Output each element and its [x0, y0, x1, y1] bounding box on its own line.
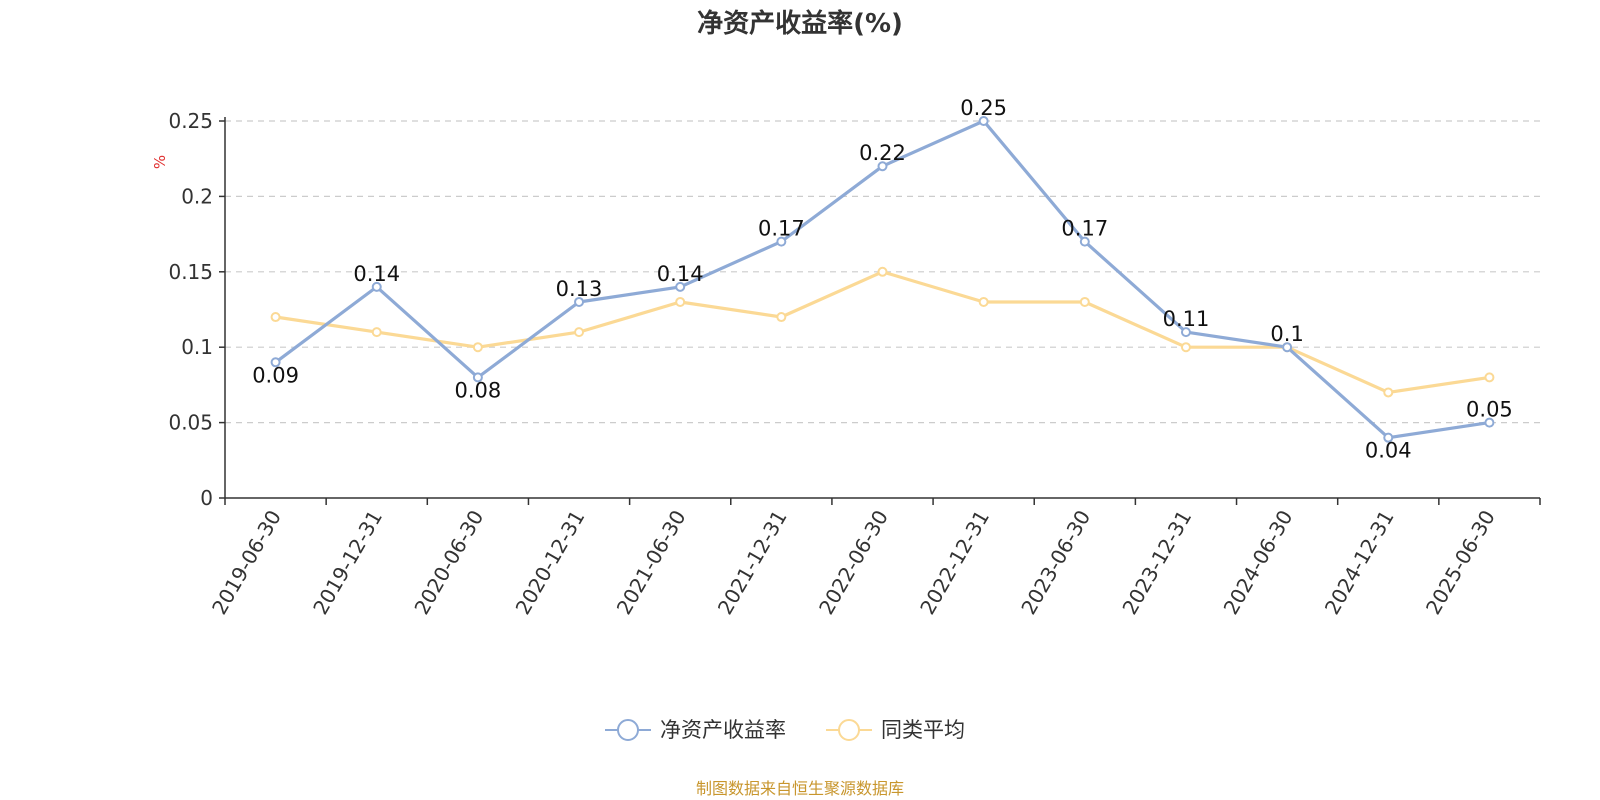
point-series-0[interactable]	[978, 116, 989, 126]
point-series-1[interactable]	[1484, 372, 1495, 383]
source-note: 制图数据来自恒生聚源数据库	[696, 779, 904, 798]
x-tick-label: 2019-12-31	[308, 506, 387, 619]
point-series-0[interactable]	[1282, 342, 1293, 353]
x-tick-label: 2021-12-31	[713, 506, 792, 619]
point-series-1[interactable]	[1079, 296, 1090, 307]
data-label: 0.1	[1270, 322, 1303, 346]
chart-title: 净资产收益率(%)	[697, 8, 903, 39]
x-tick-label: 2023-12-31	[1117, 506, 1196, 619]
point-series-0[interactable]	[574, 296, 585, 307]
y-tick-label: 0.1	[181, 335, 213, 359]
x-tick-label: 2024-12-31	[1320, 506, 1399, 619]
y-tick-label: 0.05	[168, 411, 213, 435]
data-label: 0.11	[1163, 307, 1210, 331]
y-tick-label: 0.2	[181, 184, 213, 208]
point-series-0[interactable]	[776, 236, 787, 247]
point-series-1[interactable]	[978, 296, 989, 307]
x-tick-label: 2022-12-31	[915, 506, 994, 619]
series-line-1	[275, 270, 1490, 394]
point-series-1[interactable]	[371, 327, 382, 338]
x-tick-label: 2024-06-30	[1219, 506, 1298, 619]
point-series-0[interactable]	[1180, 327, 1191, 338]
point-series-0[interactable]	[675, 281, 686, 292]
legend-label: 同类平均	[881, 718, 965, 742]
data-labels: 0.09 0.14 0.08 0.13 0.14 0.17 0.22 0.25 0.17 0.11…	[252, 96, 1513, 463]
point-series-0[interactable]	[472, 372, 483, 383]
y-tick-label: 0.15	[168, 260, 213, 284]
legend-marker	[617, 719, 639, 741]
point-series-1[interactable]	[472, 342, 483, 353]
point-series-0[interactable]	[877, 161, 888, 172]
y-tick-label: 0.25	[168, 109, 213, 133]
x-tick-label: 2023-06-30	[1016, 506, 1095, 619]
data-label: 0.14	[353, 262, 400, 286]
data-label: 0.05	[1466, 398, 1513, 422]
x-tick-label: 2020-06-30	[409, 506, 488, 619]
point-series-1[interactable]	[675, 296, 686, 307]
point-series-1[interactable]	[776, 312, 787, 323]
point-series-0[interactable]	[270, 357, 281, 368]
x-tick-label: 2021-06-30	[612, 506, 691, 619]
legend[interactable]: 净资产收益率 同类平均	[605, 718, 965, 742]
data-label: 0.13	[556, 277, 603, 301]
data-label: 0.09	[252, 363, 299, 387]
data-label: 0.17	[1061, 217, 1108, 241]
x-tick-label: 2022-06-30	[814, 506, 893, 619]
x-tick-label: 2020-12-31	[511, 506, 590, 619]
point-series-0[interactable]	[371, 281, 382, 292]
point-series-1[interactable]	[270, 312, 281, 323]
point-series-0[interactable]	[1383, 432, 1394, 443]
x-tick-label: 2025-06-30	[1421, 506, 1500, 619]
y-tick-label: 0	[200, 486, 213, 510]
legend-label: 净资产收益率	[660, 718, 786, 742]
data-label: 0.22	[859, 141, 906, 165]
data-label: 0.17	[758, 217, 805, 241]
point-series-1[interactable]	[877, 266, 888, 277]
legend-item-0[interactable]: 净资产收益率	[605, 718, 786, 742]
data-label: 0.04	[1365, 439, 1412, 463]
point-series-1[interactable]	[1383, 387, 1394, 398]
data-label: 0.08	[455, 378, 502, 402]
point-series-0[interactable]	[1079, 236, 1090, 247]
data-label: 0.25	[960, 96, 1007, 120]
point-series-1[interactable]	[574, 327, 585, 338]
legend-marker	[838, 719, 860, 741]
x-tick-label: 2019-06-30	[207, 506, 286, 619]
point-series-1[interactable]	[1180, 342, 1191, 353]
legend-item-1[interactable]: 同类平均	[826, 718, 965, 742]
data-points	[270, 116, 1495, 443]
point-series-0[interactable]	[1484, 417, 1495, 428]
y-axis-unit: %	[151, 155, 169, 169]
data-label: 0.14	[657, 262, 704, 286]
